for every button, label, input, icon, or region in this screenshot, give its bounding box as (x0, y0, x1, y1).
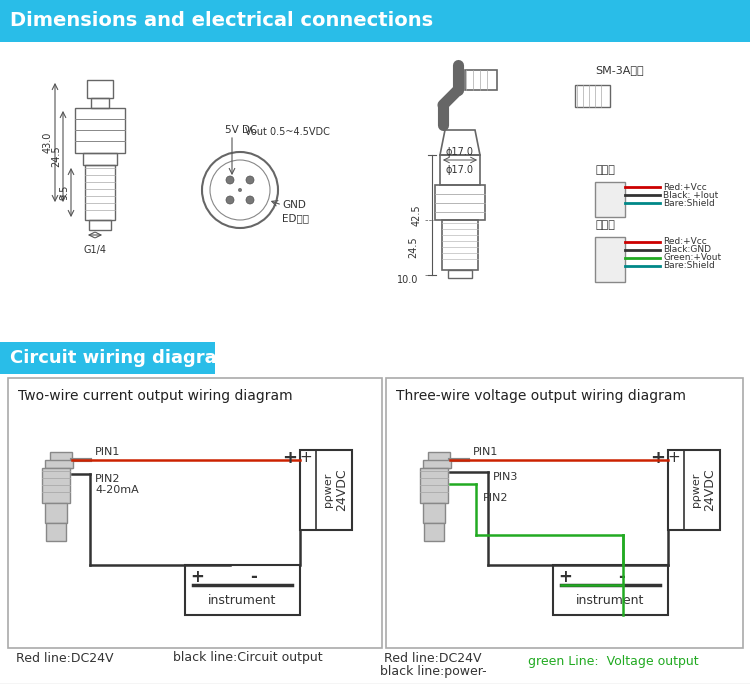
Text: Black:GND: Black:GND (663, 246, 711, 254)
Bar (0, 342, 215, 374)
Text: Red line:DC24V: Red line:DC24V (384, 651, 482, 664)
Circle shape (226, 196, 234, 204)
Text: 4-20mA: 4-20mA (95, 485, 139, 495)
Text: instrument: instrument (576, 594, 644, 607)
Text: +: + (190, 568, 204, 586)
Bar (50, 452, 72, 468)
Text: green Line:  Voltage output: green Line: Voltage output (528, 655, 698, 668)
Text: Vout 0.5~4.5VDC: Vout 0.5~4.5VDC (245, 127, 330, 137)
Bar (423, 503, 445, 523)
Bar (0, 42, 750, 342)
Text: 24VDC: 24VDC (704, 469, 716, 512)
Bar (0, 0, 750, 42)
Circle shape (226, 176, 234, 184)
Text: -: - (618, 568, 625, 586)
Text: Three-wire voltage output wiring diagram: Three-wire voltage output wiring diagram (396, 389, 686, 403)
Bar (465, 70, 497, 90)
Bar (428, 452, 450, 468)
Bar (45, 460, 73, 468)
Bar (85, 165, 115, 220)
Text: Two-wire current output wiring diagram: Two-wire current output wiring diagram (18, 389, 292, 403)
Text: power: power (323, 473, 333, 508)
Text: Red:+Vcc: Red:+Vcc (663, 183, 706, 192)
Bar (91, 98, 109, 108)
Text: PIN3: PIN3 (493, 472, 518, 482)
Text: black line:Circuit output: black line:Circuit output (173, 651, 322, 664)
Text: PIN1: PIN1 (95, 447, 120, 457)
Bar (300, 450, 352, 530)
Text: 10.0: 10.0 (397, 275, 418, 285)
Text: ϕ17.0: ϕ17.0 (446, 165, 474, 175)
Circle shape (246, 196, 254, 204)
Text: 电压型: 电压型 (595, 220, 615, 230)
Bar (442, 220, 478, 270)
Text: 9.5: 9.5 (59, 184, 69, 200)
Text: +: + (299, 451, 312, 466)
Text: -: - (327, 492, 333, 508)
Bar (420, 468, 448, 503)
Bar (595, 182, 625, 217)
Text: GND: GND (282, 200, 306, 210)
Text: black line:power-: black line:power- (380, 664, 486, 677)
Text: -: - (695, 492, 700, 508)
Text: ED密封: ED密封 (282, 213, 309, 223)
Bar (45, 503, 67, 523)
Text: G1/4: G1/4 (83, 245, 106, 255)
Bar (42, 468, 70, 503)
Bar (424, 523, 444, 541)
Text: PIN2: PIN2 (95, 474, 121, 484)
Text: Dimensions and electrical connections: Dimensions and electrical connections (10, 12, 433, 31)
Bar (435, 185, 485, 220)
Text: ϕ17.0: ϕ17.0 (446, 147, 474, 157)
Bar (185, 565, 300, 615)
Text: +: + (558, 568, 572, 586)
Circle shape (246, 176, 254, 184)
Text: SM-3A插件: SM-3A插件 (595, 65, 644, 75)
Bar (89, 220, 111, 230)
Text: 5V DC: 5V DC (225, 125, 257, 135)
Text: Circuit wiring diagram: Circuit wiring diagram (10, 349, 236, 367)
Text: -: - (250, 568, 256, 586)
Text: Red:+Vcc: Red:+Vcc (663, 237, 706, 246)
Bar (423, 460, 451, 468)
Bar (386, 378, 743, 648)
Text: +: + (283, 449, 298, 467)
Text: +: + (650, 449, 665, 467)
Bar (87, 80, 113, 98)
Text: Black: +Iout: Black: +Iout (663, 191, 718, 200)
Bar (440, 155, 480, 185)
Bar (553, 565, 668, 615)
Text: 电流型: 电流型 (595, 165, 615, 175)
Bar (8, 378, 382, 648)
Bar (668, 450, 720, 530)
Text: power: power (691, 473, 701, 508)
Bar (595, 237, 625, 282)
Text: 24.5: 24.5 (51, 145, 61, 167)
Text: 24VDC: 24VDC (335, 469, 349, 512)
Circle shape (238, 188, 242, 192)
Bar (448, 270, 472, 278)
Text: PIN1: PIN1 (473, 447, 498, 457)
Bar (75, 108, 125, 153)
Bar (46, 523, 66, 541)
Text: Bare:Shield: Bare:Shield (663, 198, 715, 207)
Text: 43.0: 43.0 (43, 131, 53, 153)
Text: 42.5: 42.5 (412, 205, 422, 226)
Text: 24.5: 24.5 (408, 236, 418, 258)
Text: Red line:DC24V: Red line:DC24V (16, 651, 114, 664)
Text: instrument: instrument (208, 594, 276, 607)
Text: PIN2: PIN2 (483, 493, 508, 503)
Bar (83, 153, 117, 165)
Text: +: + (668, 451, 680, 466)
Text: Bare:Shield: Bare:Shield (663, 261, 715, 270)
Text: Green:+Vout: Green:+Vout (663, 254, 722, 263)
Bar (575, 85, 610, 107)
